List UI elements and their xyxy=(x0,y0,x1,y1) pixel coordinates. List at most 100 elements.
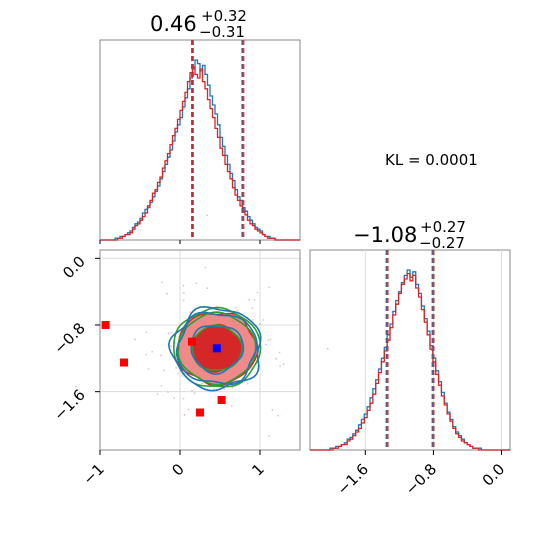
scatter-dot xyxy=(145,353,147,356)
histogram-series-1 xyxy=(100,66,300,241)
red-square-marker xyxy=(196,408,204,417)
scatter-dot xyxy=(231,387,234,389)
scatter-dot xyxy=(151,350,154,353)
blue-square-marker xyxy=(212,344,221,353)
x-ticks: −1 0 1 xyxy=(79,450,268,488)
scatter-dot xyxy=(167,332,170,335)
title-median: −1.08 xyxy=(353,223,417,247)
y-ticks: 0.0 −0.8 −1.6 xyxy=(50,252,100,424)
scatter-dot xyxy=(271,409,274,411)
scatter-dot xyxy=(173,397,176,399)
scatter-dot xyxy=(175,367,178,369)
scatter-dot xyxy=(279,365,282,368)
scatter-dot xyxy=(236,309,239,312)
scatter-dot xyxy=(201,382,204,385)
scatter-dot xyxy=(264,343,267,346)
y-tick-label: −1.6 xyxy=(50,386,88,424)
scatter-dot xyxy=(246,382,249,385)
contour-line-blue xyxy=(167,305,262,392)
scatter-dot xyxy=(169,345,172,348)
red-square-marker xyxy=(188,337,196,346)
quantile-lines xyxy=(385,250,435,450)
scatter-dot xyxy=(75,385,77,388)
scatter-dot xyxy=(248,298,251,301)
scatter-dot xyxy=(189,311,192,314)
scatter-dot xyxy=(177,372,180,375)
scatter-dot xyxy=(259,323,261,325)
red-square-marker xyxy=(120,358,128,367)
panel-frame xyxy=(99,249,301,451)
scatter-dot xyxy=(163,369,165,372)
scatter-dot xyxy=(182,397,185,400)
panel-title: −1.08 xyxy=(353,223,417,247)
scatter-dot xyxy=(181,375,184,377)
histogram-series-0 xyxy=(100,59,300,241)
x-tick-label: −0.8 xyxy=(402,460,440,498)
contour-line-blue xyxy=(175,311,258,386)
scatter-dot xyxy=(191,389,193,392)
y-tick-label: 0.0 xyxy=(59,252,89,282)
panel-frame xyxy=(309,249,511,451)
histogram-steps xyxy=(310,269,510,451)
title-median: 0.46 xyxy=(150,12,197,36)
scatter-dot xyxy=(195,282,198,285)
scatter-dot xyxy=(275,358,278,360)
x-tick-label: 1 xyxy=(248,460,267,479)
scatter-dot xyxy=(182,299,185,302)
x-tick-label: −1 xyxy=(79,460,107,488)
title-plus: +0.27 xyxy=(420,218,466,236)
red-square-marker xyxy=(217,396,226,404)
contour-panel: −1 0 1 0.0 −0.8 −1.6 xyxy=(50,214,329,488)
scatter-dot xyxy=(206,287,209,289)
title-plus: +0.32 xyxy=(201,7,247,25)
red-square-marker xyxy=(101,321,110,329)
scatter-dot xyxy=(253,299,256,301)
scatter-dot xyxy=(251,318,254,321)
scatter-dot xyxy=(230,405,233,407)
title-minus: −0.31 xyxy=(199,23,245,41)
scatter-dot xyxy=(204,266,207,269)
histogram-steps xyxy=(100,59,300,241)
histogram-panel-param1: 0.46 +0.32 −0.31 xyxy=(99,7,301,244)
scatter-dot xyxy=(193,392,196,395)
scatter-dot xyxy=(326,347,329,350)
histogram-series-1 xyxy=(310,272,510,451)
histogram-series-0 xyxy=(310,269,510,451)
scatter-dot xyxy=(234,306,237,309)
scatter-dot xyxy=(206,214,209,217)
scatter-dot xyxy=(282,363,285,366)
title-minus: −0.27 xyxy=(419,234,465,252)
x-tick-label: 0.0 xyxy=(479,460,509,490)
x-ticks: −1.6 −0.8 0.0 xyxy=(334,450,509,499)
contour-line-blue xyxy=(190,325,245,375)
scatter-dot xyxy=(262,319,265,321)
quantile-lines xyxy=(191,40,245,240)
scatter-dot xyxy=(187,408,190,411)
scatter-dot xyxy=(161,281,163,284)
scatter-dot xyxy=(256,291,259,294)
scatter-dot xyxy=(267,339,270,342)
scatter-dot xyxy=(278,351,281,354)
contour-lines xyxy=(167,305,262,392)
scatter-dot xyxy=(277,414,280,417)
panel-title: 0.46 xyxy=(150,12,197,36)
scatter-dot xyxy=(268,286,271,289)
contour-line-green xyxy=(172,306,262,388)
scatter-dot xyxy=(251,307,254,310)
scatter-dot xyxy=(166,292,168,295)
scatter-dot xyxy=(183,414,186,416)
scatter-dot xyxy=(167,391,169,393)
scatter-dot xyxy=(182,284,185,287)
y-tick-label: −0.8 xyxy=(50,319,88,357)
panel-frame xyxy=(99,39,301,241)
scatter-dot xyxy=(145,331,148,334)
scatter-dot xyxy=(212,387,215,390)
scatter-dot xyxy=(182,292,185,294)
scatter-dot xyxy=(223,388,226,391)
x-tick-label: −1.6 xyxy=(334,460,372,498)
contour-line-green xyxy=(177,311,257,386)
scatter-dot xyxy=(147,368,150,370)
scatter-dot xyxy=(160,384,163,387)
scatter-dot xyxy=(134,338,136,341)
